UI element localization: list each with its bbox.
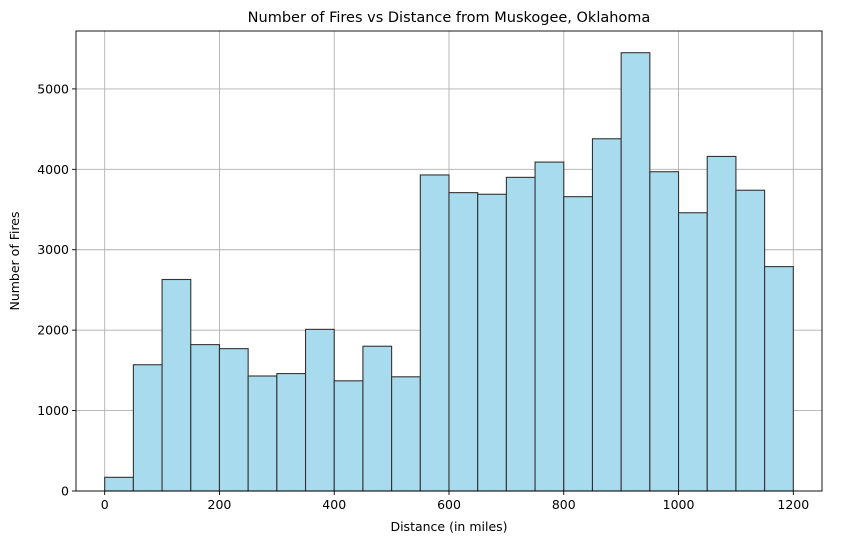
histogram-bar — [563, 196, 594, 492]
x-axis-label: Distance (in miles) — [390, 519, 507, 534]
histogram-bar — [534, 161, 565, 492]
x-tick-label: 1200 — [777, 497, 809, 512]
y-tick-label: 1000 — [37, 403, 69, 418]
x-tick-label: 400 — [322, 497, 346, 512]
histogram-bar — [649, 171, 680, 492]
x-tick-label: 0 — [101, 497, 109, 512]
histogram-bar — [391, 376, 421, 492]
x-tick-label: 800 — [552, 497, 576, 512]
histogram-bar — [477, 193, 507, 492]
x-tick-label: 600 — [437, 497, 461, 512]
y-tick-label: 2000 — [37, 323, 69, 338]
histogram-bar — [448, 192, 479, 492]
histogram-bar — [304, 328, 335, 492]
histogram-bar — [735, 189, 766, 492]
histogram-bar — [764, 266, 794, 492]
histogram-bar — [706, 155, 737, 492]
histogram-bar — [419, 174, 450, 492]
x-tick-label: 200 — [208, 497, 232, 512]
x-tick-label: 1000 — [663, 497, 695, 512]
histogram-bar — [591, 138, 622, 492]
histogram-bar — [218, 348, 249, 492]
histogram-bar — [362, 345, 393, 492]
y-tick-label: 5000 — [37, 81, 69, 96]
histogram-bar — [190, 344, 221, 492]
y-axis-ticks: 0 1000 2000 3000 4000 5000 — [37, 81, 76, 499]
histogram-bar — [247, 375, 278, 492]
histogram-bar — [620, 52, 651, 492]
y-tick-label: 0 — [61, 484, 69, 499]
chart-title: Number of Fires vs Distance from Muskoge… — [248, 10, 651, 26]
histogram-bar — [333, 380, 364, 492]
histogram-bar — [161, 278, 192, 492]
y-tick-label: 4000 — [37, 162, 69, 177]
histogram-bars — [104, 52, 794, 492]
histogram-bar — [132, 364, 163, 492]
y-tick-label: 3000 — [37, 242, 69, 257]
histogram-bar — [677, 212, 708, 492]
histogram-bar — [276, 373, 307, 492]
histogram-bar — [505, 176, 536, 492]
histogram-bar — [104, 476, 134, 492]
x-axis-ticks: 0 200 400 600 800 1000 1200 — [101, 491, 809, 512]
y-axis-label: Number of Fires — [7, 211, 22, 310]
